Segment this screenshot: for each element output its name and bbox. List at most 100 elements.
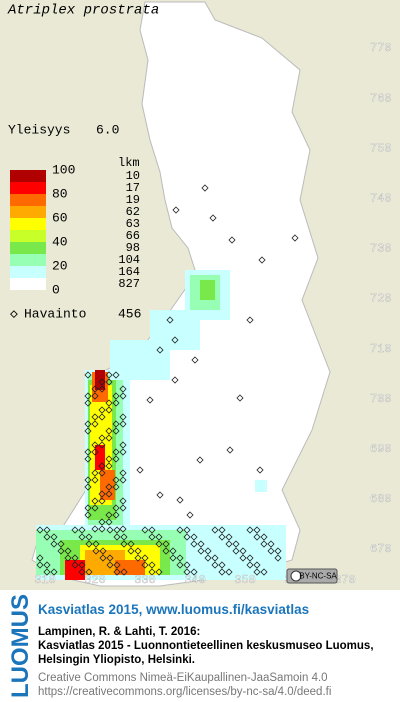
observation: [204, 547, 212, 555]
observation: [134, 547, 142, 555]
observation: [105, 427, 113, 435]
observation: [204, 554, 212, 562]
observation: [274, 547, 282, 555]
observation: [209, 214, 217, 222]
observation: [260, 568, 268, 576]
observation: [218, 533, 226, 541]
observation: [226, 446, 234, 454]
observation: [119, 476, 127, 484]
observation: [98, 490, 106, 498]
observation: [98, 518, 106, 526]
observation: [228, 236, 236, 244]
observation: [98, 525, 106, 533]
observation: [169, 547, 177, 555]
legend-swatch: [10, 218, 46, 230]
observation: [43, 526, 51, 534]
observation: [267, 540, 275, 548]
observation: [113, 568, 121, 576]
observation: [105, 378, 113, 386]
observation: [85, 540, 93, 548]
observation: [274, 554, 282, 562]
observation: [191, 356, 199, 364]
frequency-label: Yleisyys: [8, 122, 70, 137]
observation: [196, 456, 204, 464]
legend-count: 827: [118, 277, 140, 291]
observation: [84, 448, 92, 456]
legend-swatch: [10, 242, 46, 254]
observation: [186, 511, 194, 519]
observation: [119, 497, 127, 505]
observation: [246, 561, 254, 569]
northing-label: 700: [370, 392, 392, 406]
observation: [36, 561, 44, 569]
observation: [78, 561, 86, 569]
observation: [260, 540, 268, 548]
observation: [78, 526, 86, 534]
observation: [84, 392, 92, 400]
observation: [239, 554, 247, 562]
observation: [291, 234, 299, 242]
northing-label: 710: [370, 342, 392, 356]
observation: [64, 554, 72, 562]
legend-count: 63: [126, 217, 140, 231]
cell: [115, 560, 145, 575]
observation: [50, 533, 58, 541]
observation: [119, 525, 127, 533]
observation: [91, 469, 99, 477]
observation: [98, 413, 106, 421]
observation: [84, 455, 92, 463]
legend-count: 66: [126, 229, 140, 243]
observation: [169, 554, 177, 562]
observation: [112, 504, 120, 512]
observation: [119, 385, 127, 393]
observation: [141, 554, 149, 562]
legend-count: 98: [126, 241, 140, 255]
observation: [71, 561, 79, 569]
observation-symbol: ◇: [10, 306, 18, 321]
observation: [98, 469, 106, 477]
observation: [91, 441, 99, 449]
easting-label: 320: [84, 573, 106, 587]
observation: [112, 371, 120, 379]
observation: [43, 533, 51, 541]
observation: [127, 547, 135, 555]
observation: [156, 491, 164, 499]
observation: [112, 392, 120, 400]
observation: [148, 568, 156, 576]
legend-count: 164: [118, 265, 140, 279]
easting-label: 350: [234, 573, 256, 587]
observation: [98, 406, 106, 414]
legend-count: 62: [126, 205, 140, 219]
observation: [211, 561, 219, 569]
observation: [105, 371, 113, 379]
observation: [156, 346, 164, 354]
legend-swatch: [10, 206, 46, 218]
observation: [162, 547, 170, 555]
observation: [98, 385, 106, 393]
observation: [85, 533, 93, 541]
observation: [112, 420, 120, 428]
observation: [256, 466, 264, 474]
license: Creative Commons Nimeä-EiKaupallinen-Jaa…: [38, 672, 328, 684]
observation: [112, 427, 120, 435]
observation: [92, 540, 100, 548]
observation: [119, 441, 127, 449]
observation: [112, 399, 120, 407]
observation: [246, 316, 254, 324]
legend-swatch: [10, 194, 46, 206]
observation: [84, 476, 92, 484]
observation: [119, 448, 127, 456]
license-badge: BY-NC-SA: [299, 572, 337, 581]
cell: [255, 480, 267, 492]
observation: [98, 441, 106, 449]
observation: [78, 568, 86, 576]
easting-label: 330: [134, 573, 156, 587]
observation: [119, 392, 127, 400]
legend-swatch: [10, 230, 46, 242]
observation: [172, 206, 180, 214]
legend-scale-label: 20: [52, 258, 68, 273]
observation: [155, 540, 163, 548]
observation: [141, 526, 149, 534]
observation: [99, 554, 107, 562]
